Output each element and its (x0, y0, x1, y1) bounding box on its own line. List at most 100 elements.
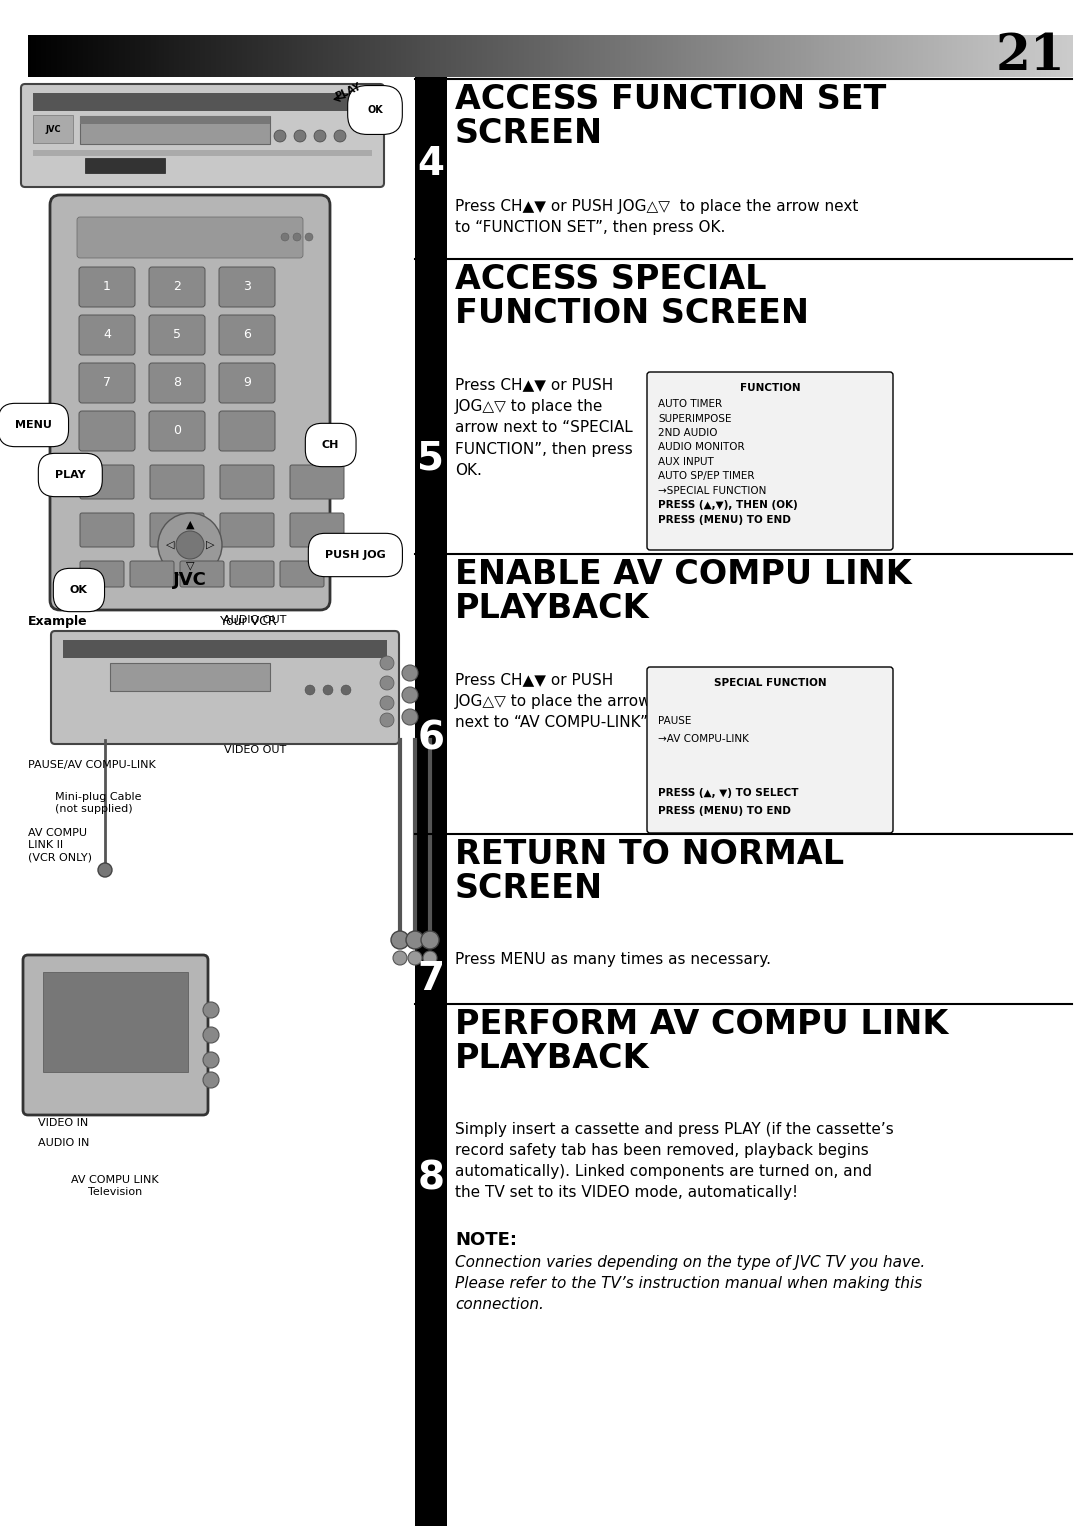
Bar (858, 35, 861, 76)
Bar (258, 35, 260, 76)
Bar (761, 35, 765, 76)
Bar (542, 35, 545, 76)
Bar (936, 35, 940, 76)
Bar (388, 35, 391, 76)
Bar (991, 35, 995, 76)
Bar (997, 35, 999, 76)
Bar (450, 35, 454, 76)
Bar (343, 35, 347, 76)
Bar (861, 35, 864, 76)
Bar (652, 35, 654, 76)
Bar (356, 35, 360, 76)
Bar (509, 35, 511, 76)
Bar (586, 35, 590, 76)
Bar (1036, 35, 1039, 76)
Bar (262, 35, 266, 76)
Bar (1032, 35, 1036, 76)
Bar (122, 35, 125, 76)
Bar (568, 35, 571, 76)
Bar (143, 35, 146, 76)
Bar (240, 35, 243, 76)
Bar (612, 35, 616, 76)
Bar (422, 35, 426, 76)
Bar (618, 35, 621, 76)
Bar (662, 35, 665, 76)
Bar (446, 35, 448, 76)
Bar (96, 35, 99, 76)
Bar (522, 35, 525, 76)
Bar (281, 35, 284, 76)
Bar (949, 35, 953, 76)
Bar (529, 35, 532, 76)
Bar (46, 35, 50, 76)
Bar (312, 35, 315, 76)
Bar (373, 35, 376, 76)
Bar (571, 35, 573, 76)
Bar (590, 35, 592, 76)
Bar (791, 35, 793, 76)
Bar (691, 35, 694, 76)
Bar (62, 35, 65, 76)
Bar (54, 35, 57, 76)
Bar (75, 35, 78, 76)
Bar (459, 35, 462, 76)
Bar (553, 35, 556, 76)
FancyBboxPatch shape (149, 363, 205, 403)
Bar (662, 35, 665, 76)
Bar (978, 35, 981, 76)
Bar (294, 35, 297, 76)
Bar (127, 35, 131, 76)
Bar (415, 35, 417, 76)
Bar (887, 35, 890, 76)
Bar (684, 35, 686, 76)
Bar (597, 35, 600, 76)
Bar (1028, 35, 1030, 76)
Bar (785, 35, 788, 76)
Text: PERFORM AV COMPU LINK
PLAYBACK: PERFORM AV COMPU LINK PLAYBACK (455, 1009, 948, 1076)
Bar (542, 35, 545, 76)
Text: AUTO SP/EP TIMER: AUTO SP/EP TIMER (658, 472, 755, 482)
Bar (435, 35, 438, 76)
Bar (829, 35, 833, 76)
Bar (137, 35, 140, 76)
Bar (485, 35, 488, 76)
FancyBboxPatch shape (647, 667, 893, 833)
Bar (704, 35, 707, 76)
Text: OK: OK (367, 105, 383, 114)
Bar (623, 35, 626, 76)
Bar (988, 35, 991, 76)
Bar (127, 35, 131, 76)
Bar (610, 35, 613, 76)
Bar (837, 35, 840, 76)
Bar (999, 35, 1002, 76)
Bar (91, 35, 94, 76)
Bar (424, 35, 428, 76)
Bar (433, 35, 435, 76)
Bar (164, 35, 166, 76)
Bar (354, 35, 357, 76)
Bar (667, 35, 671, 76)
Bar (1062, 35, 1065, 76)
FancyBboxPatch shape (219, 314, 275, 356)
Bar (284, 35, 287, 76)
Bar (328, 35, 332, 76)
Circle shape (305, 233, 313, 241)
Bar (485, 35, 488, 76)
Bar (719, 35, 723, 76)
Bar (1043, 35, 1047, 76)
Bar (148, 35, 151, 76)
Bar (503, 35, 507, 76)
Bar (1051, 35, 1054, 76)
Bar (286, 35, 289, 76)
Bar (535, 35, 538, 76)
Bar (983, 35, 986, 76)
FancyBboxPatch shape (51, 630, 399, 745)
Bar (1051, 35, 1054, 76)
Bar (229, 35, 232, 76)
Bar (756, 35, 759, 76)
Bar (174, 35, 177, 76)
FancyBboxPatch shape (180, 562, 224, 588)
Bar (634, 35, 636, 76)
Bar (386, 35, 389, 76)
Bar (393, 35, 396, 76)
